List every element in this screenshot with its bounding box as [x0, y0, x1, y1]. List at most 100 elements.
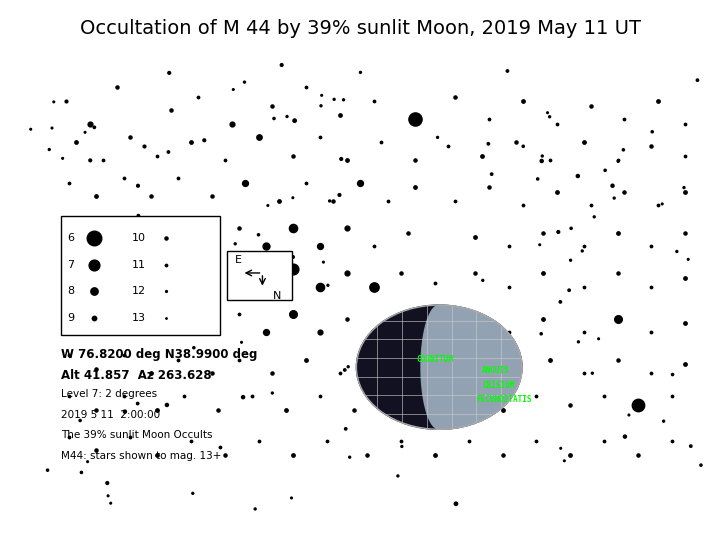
Point: [328, 95, 340, 104]
Point: [334, 369, 346, 377]
Point: [518, 142, 529, 151]
Point: [322, 281, 333, 289]
Point: [480, 376, 492, 385]
Text: N: N: [272, 291, 281, 301]
Point: [102, 479, 113, 488]
Point: [612, 228, 624, 237]
Point: [315, 102, 327, 110]
Point: [300, 178, 312, 187]
Point: [612, 269, 624, 278]
Point: [91, 192, 102, 201]
Point: [84, 119, 96, 128]
Point: [469, 233, 481, 241]
Point: [172, 174, 184, 183]
Point: [429, 278, 441, 287]
Point: [502, 66, 513, 75]
Point: [612, 314, 624, 323]
Point: [314, 242, 325, 251]
Point: [253, 231, 264, 239]
Point: [328, 197, 339, 205]
Point: [607, 181, 618, 190]
Bar: [61, 216, 220, 335]
Point: [497, 450, 508, 459]
Point: [443, 142, 454, 151]
Point: [398, 337, 410, 346]
Text: 6: 6: [67, 233, 74, 244]
Point: [483, 115, 495, 124]
Point: [450, 500, 462, 508]
Point: [67, 230, 78, 239]
Point: [503, 283, 515, 292]
Point: [387, 386, 399, 395]
Point: [683, 255, 694, 264]
Point: [481, 365, 492, 374]
Point: [368, 328, 379, 337]
Point: [220, 450, 231, 459]
Point: [314, 328, 325, 337]
Point: [685, 442, 696, 450]
Point: [559, 456, 570, 465]
Point: [220, 156, 231, 164]
Point: [469, 269, 481, 278]
Point: [483, 183, 495, 192]
Point: [198, 297, 210, 306]
Point: [692, 76, 703, 84]
Point: [667, 370, 678, 379]
Point: [341, 224, 353, 232]
Point: [544, 156, 556, 164]
Point: [239, 78, 251, 86]
Point: [517, 97, 528, 105]
Point: [652, 201, 664, 210]
Point: [482, 139, 494, 148]
Point: [537, 314, 549, 323]
Point: [43, 145, 55, 154]
Point: [531, 437, 542, 445]
Point: [160, 260, 171, 269]
Point: [477, 355, 488, 364]
Point: [541, 109, 553, 117]
Point: [341, 269, 353, 278]
Point: [314, 133, 325, 141]
Point: [260, 242, 271, 251]
Point: [612, 355, 624, 364]
Point: [647, 127, 658, 136]
Polygon shape: [421, 305, 522, 429]
Point: [233, 265, 244, 273]
Point: [300, 83, 312, 92]
Point: [477, 276, 489, 285]
Point: [172, 224, 184, 232]
Point: [152, 405, 163, 414]
Point: [503, 328, 515, 337]
Text: The 39% sunlit Moon Occults: The 39% sunlit Moon Occults: [61, 430, 212, 441]
Text: 12: 12: [132, 286, 146, 296]
Point: [233, 355, 244, 364]
Point: [91, 319, 102, 328]
Point: [598, 392, 610, 400]
Point: [577, 247, 588, 255]
Point: [105, 499, 117, 508]
Point: [102, 491, 114, 500]
Point: [152, 151, 163, 160]
Point: [276, 60, 287, 69]
Point: [463, 437, 474, 445]
Point: [392, 471, 404, 480]
Point: [91, 274, 102, 282]
Point: [186, 437, 197, 445]
Point: [187, 489, 199, 498]
Point: [132, 399, 143, 408]
Point: [253, 133, 265, 141]
Point: [348, 405, 359, 414]
Text: FECUNDITATIS: FECUNDITATIS: [477, 395, 532, 404]
Point: [188, 343, 199, 352]
Point: [658, 417, 670, 426]
Point: [646, 369, 657, 377]
Point: [226, 119, 238, 128]
Point: [585, 201, 596, 210]
Point: [212, 405, 224, 414]
Point: [565, 224, 577, 233]
Point: [289, 116, 300, 125]
Point: [646, 142, 657, 151]
Point: [82, 276, 94, 285]
Point: [341, 156, 353, 164]
Point: [632, 450, 644, 459]
